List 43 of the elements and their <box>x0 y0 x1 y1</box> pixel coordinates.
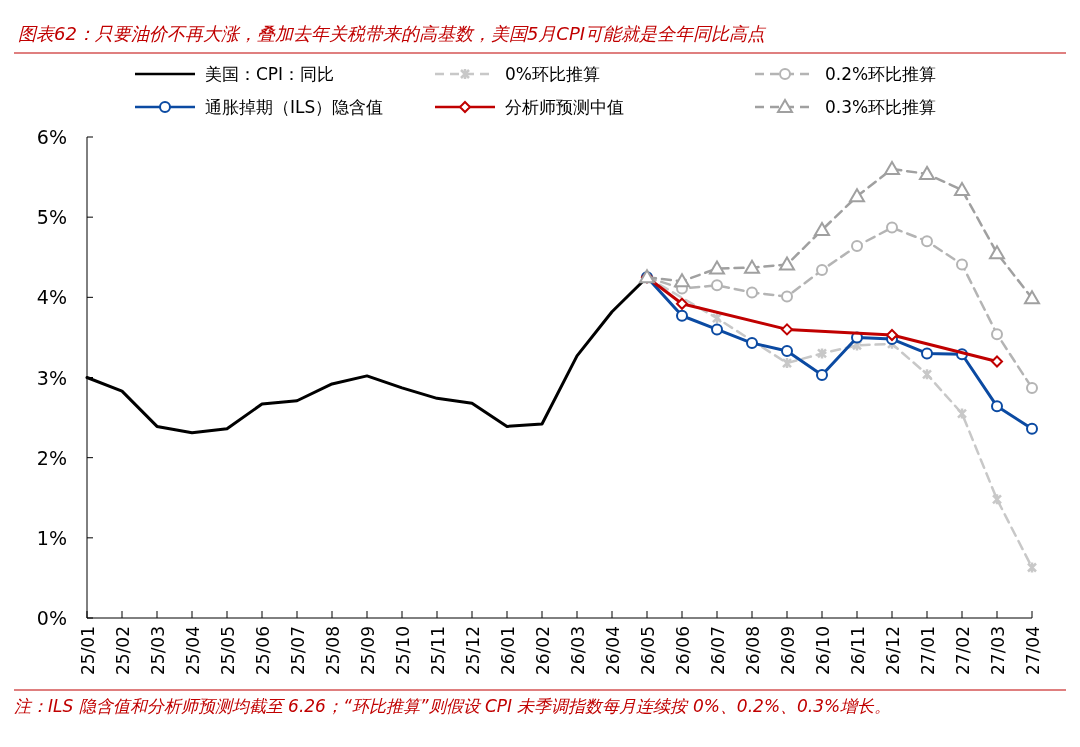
x-tick-label: 25/02 <box>113 626 133 675</box>
x-tick-label: 26/06 <box>673 626 693 675</box>
x-tick-label: 27/03 <box>988 626 1008 675</box>
y-tick-label: 0% <box>36 607 67 629</box>
y-tick-label: 5% <box>36 206 67 229</box>
legend-label: 0.2%环比推算 <box>825 64 937 84</box>
y-tick-label: 3% <box>36 366 67 389</box>
legend-label: 通胀掉期（ILS）隐含值 <box>205 97 384 117</box>
x-tick-label: 25/01 <box>78 626 98 675</box>
x-tick-label: 26/07 <box>708 626 728 675</box>
x-tick-label: 26/09 <box>778 626 798 675</box>
x-tick-label: 26/05 <box>638 626 658 675</box>
x-tick-label: 25/05 <box>218 626 238 675</box>
y-tick-label: 1% <box>36 526 67 549</box>
legend-label: 美国：CPI：同比 <box>205 64 335 84</box>
text: 注：ILS 隐含值和分析师预测均截至 6.26；“环比推算”则假设 CPI 未季调指数每月连续按 0%、0.2%、0.3%增长。 <box>14 695 893 718</box>
x-tick-label: 27/04 <box>1023 626 1043 675</box>
x-tick-label: 26/03 <box>568 626 588 675</box>
x-tick-label: 25/12 <box>463 626 483 675</box>
chart-title: 图表62：只要油价不再大涨，叠加去年关税带来的高基数，美国5月CPI可能就是全年同比高点 <box>18 23 768 44</box>
legend-label: 0%环比推算 <box>505 64 600 84</box>
y-tick-label: 4% <box>36 286 67 309</box>
x-tick-label: 26/08 <box>743 626 763 675</box>
x-tick-label: 25/08 <box>323 626 343 675</box>
y-tick-label: 2% <box>36 446 67 469</box>
x-tick-label: 27/01 <box>918 626 938 675</box>
x-tick-label: 26/04 <box>603 626 623 675</box>
x-tick-label: 27/02 <box>953 626 973 675</box>
x-tick-label: 26/02 <box>533 626 553 675</box>
x-tick-label: 25/04 <box>183 626 203 675</box>
x-tick-label: 26/12 <box>883 626 903 675</box>
x-tick-label: 26/01 <box>498 626 518 675</box>
x-tick-label: 25/09 <box>358 626 378 675</box>
x-tick-label: 25/03 <box>148 626 168 675</box>
x-tick-label: 25/07 <box>288 626 308 675</box>
legend-label: 0.3%环比推算 <box>825 97 937 117</box>
x-tick-label: 26/11 <box>848 626 868 675</box>
x-tick-label: 25/06 <box>253 626 273 675</box>
x-tick-label: 26/10 <box>813 626 833 675</box>
x-tick-label: 25/11 <box>428 626 448 675</box>
x-tick-label: 25/10 <box>393 626 413 675</box>
legend-label: 分析师预测中值 <box>505 97 624 117</box>
y-tick-label: 6% <box>36 126 67 148</box>
